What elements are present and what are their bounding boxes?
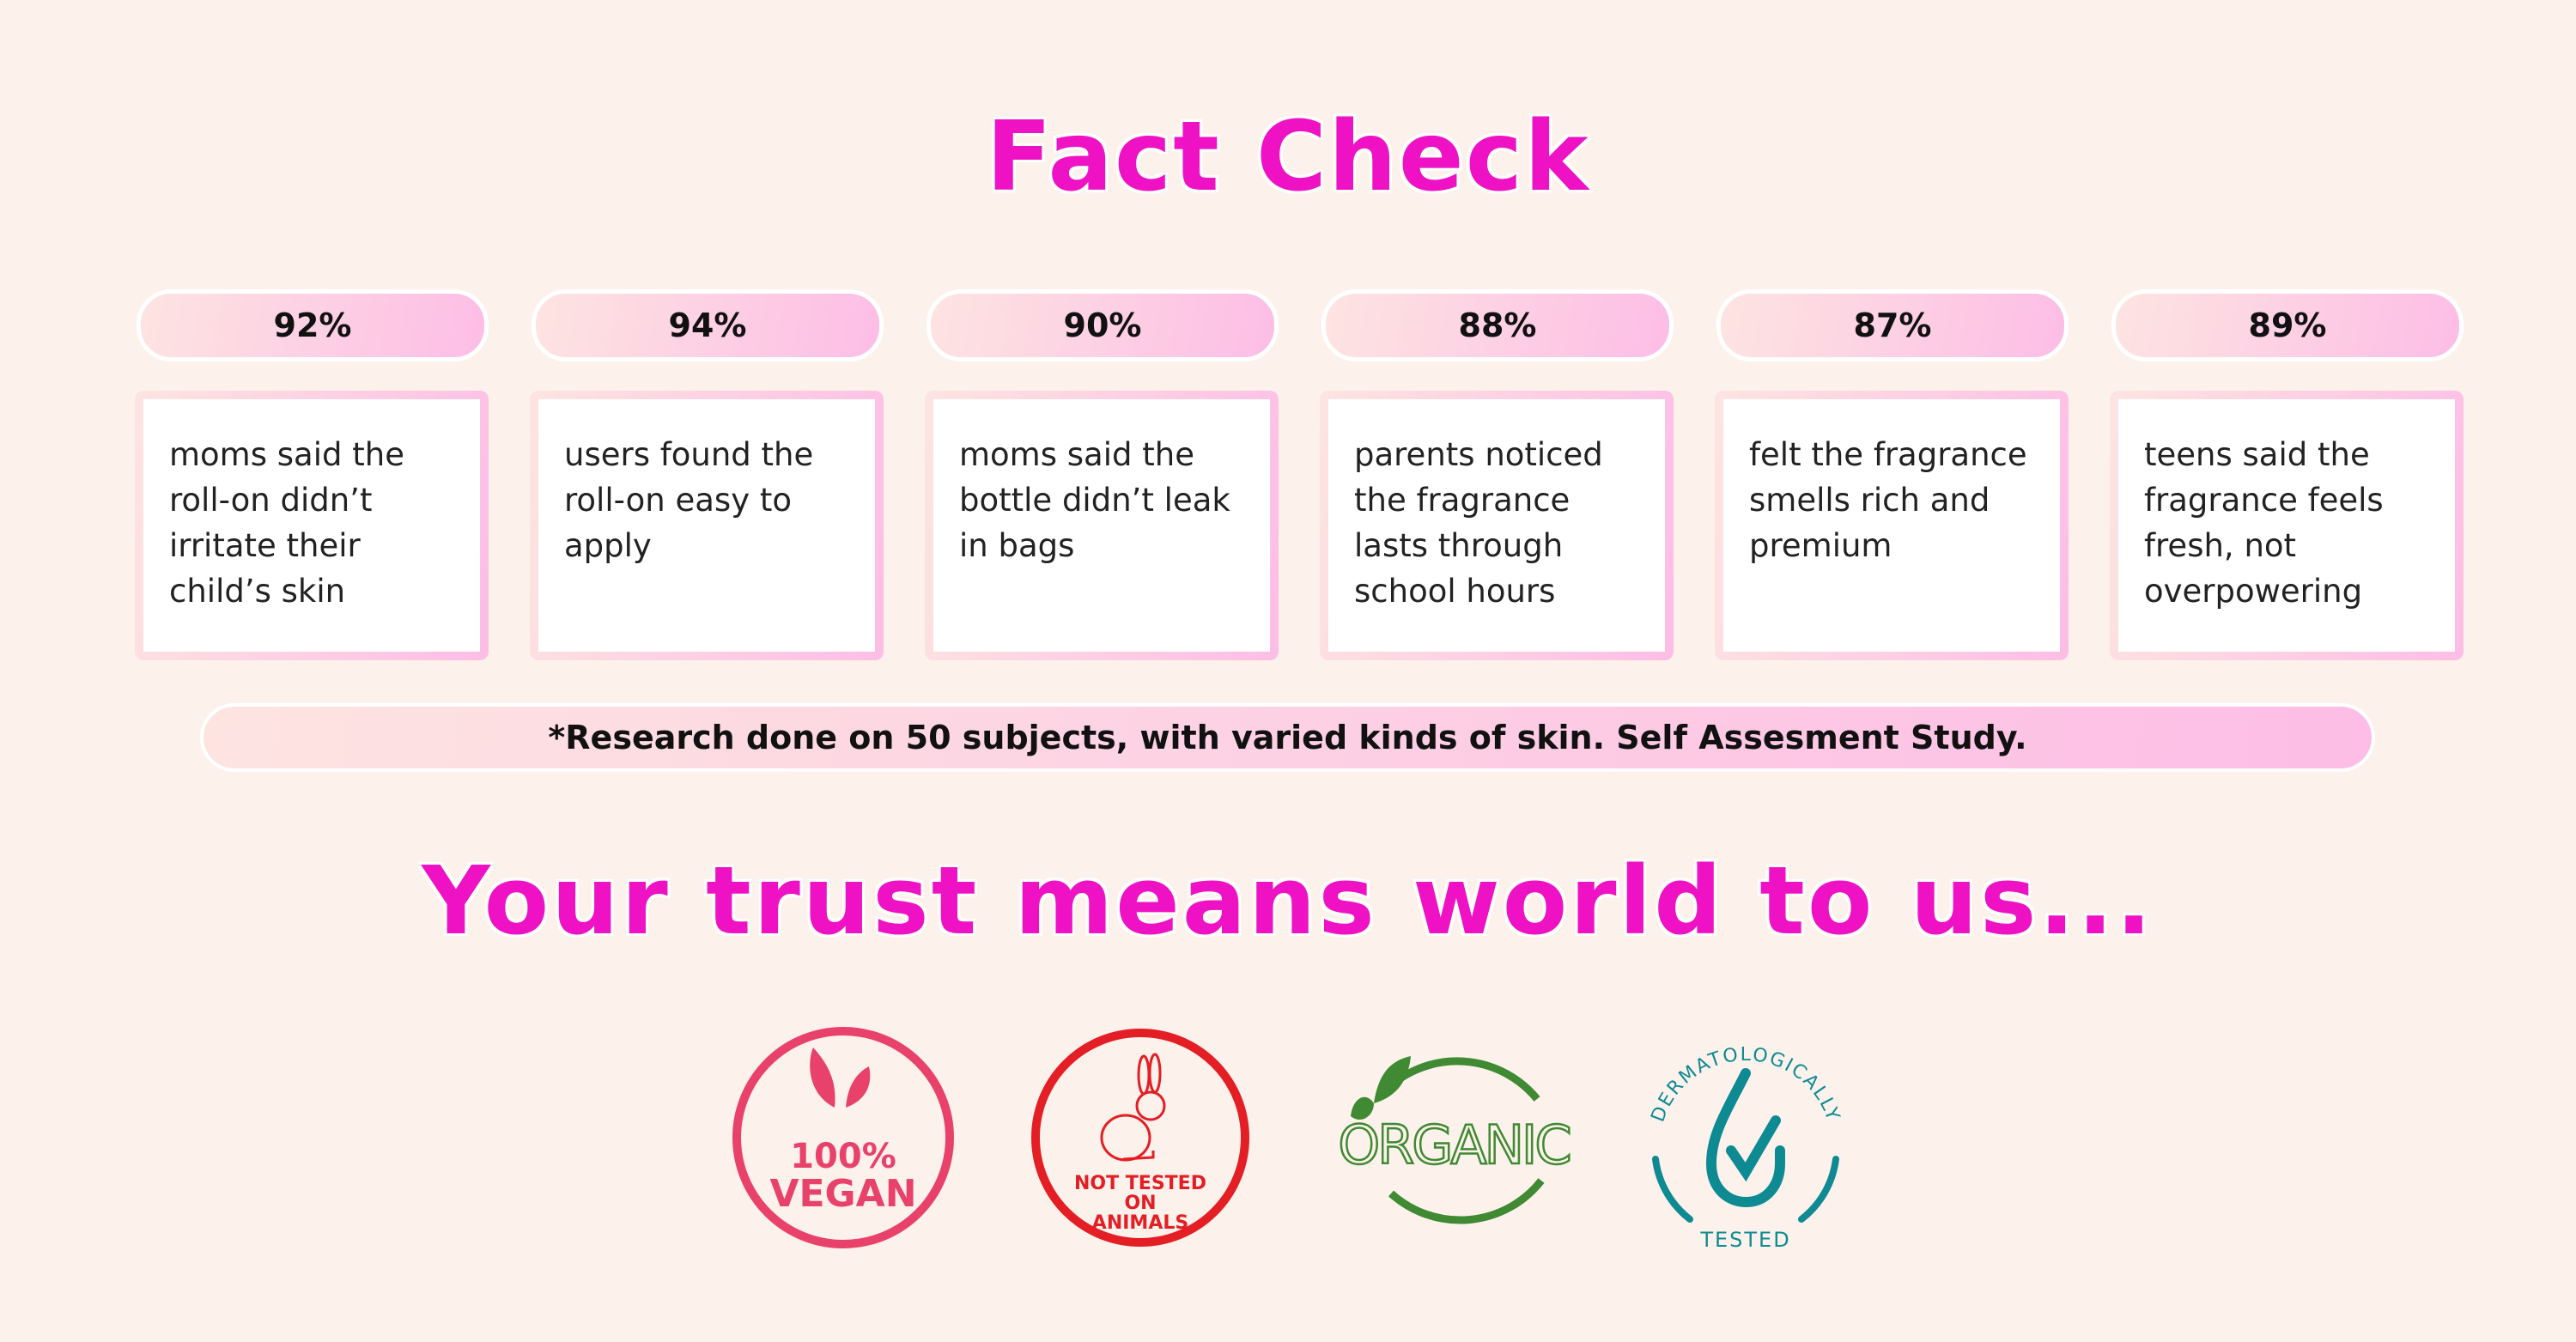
svg-text:TESTED: TESTED xyxy=(1699,1228,1790,1252)
fact-card: moms said the roll-on didn’t irritate th… xyxy=(135,391,489,660)
dermatologically-tested-badge: DERMATOLOGICALLY TESTED xyxy=(1648,1044,1843,1252)
fact-card: parents noticed the fragrance lasts thro… xyxy=(1320,391,1674,660)
fact-text: felt the fragrance smells rich and premi… xyxy=(1723,399,2060,652)
vegan-line1: 100% xyxy=(790,1137,896,1176)
leaf-icon xyxy=(1374,1056,1411,1103)
organic-badge: ORGANIC xyxy=(1337,1056,1573,1224)
fact-percent: 87% xyxy=(1716,289,2069,361)
check-icon xyxy=(1726,1115,1781,1182)
fact-text: moms said the bottle didn’t leak in bags xyxy=(933,399,1270,652)
svg-text:ON: ON xyxy=(1124,1193,1156,1214)
page-title: Fact Check xyxy=(986,101,1590,213)
leaf-icon xyxy=(1351,1096,1374,1120)
not-tested-on-animals-badge: NOT TESTED ON ANIMALS xyxy=(1031,1029,1249,1247)
svg-text:ANIMALS: ANIMALS xyxy=(1092,1212,1188,1234)
svg-text:ORGANIC: ORGANIC xyxy=(1338,1114,1569,1176)
fact-text: parents noticed the fragrance lasts thro… xyxy=(1328,399,1665,652)
fact-text: teens said the fragrance feels fresh, no… xyxy=(2118,399,2455,652)
tagline: Your trust means world to us... xyxy=(422,846,2154,956)
vegan-line2: VEGAN xyxy=(769,1172,916,1216)
svg-text:NOT TESTED: NOT TESTED xyxy=(1074,1173,1206,1194)
fact-percent: 88% xyxy=(1321,289,1674,361)
footnote-text: *Research done on 50 subjects, with vari… xyxy=(548,719,2027,756)
fact-percent: 92% xyxy=(137,289,489,361)
research-footnote: *Research done on 50 subjects, with vari… xyxy=(200,703,2375,772)
fact-card: teens said the fragrance feels fresh, no… xyxy=(2110,391,2464,660)
fact-percent: 90% xyxy=(927,289,1279,361)
fact-card: moms said the bottle didn’t leak in bags xyxy=(925,391,1279,660)
fact-percent: 94% xyxy=(532,289,884,361)
leaf-icon xyxy=(846,1066,871,1108)
fact-card: users found the roll-on easy to apply xyxy=(530,391,884,660)
drop-icon xyxy=(1705,1068,1785,1208)
fact-card: felt the fragrance smells rich and premi… xyxy=(1715,391,2069,660)
fact-text: moms said the roll-on didn’t irritate th… xyxy=(143,399,480,652)
vegan-badge: 100% VEGAN xyxy=(732,1027,954,1248)
fact-text: users found the roll-on easy to apply xyxy=(538,399,875,652)
fact-percent: 89% xyxy=(2111,289,2464,361)
rabbit-icon xyxy=(1100,1053,1166,1162)
leaf-icon xyxy=(810,1047,835,1108)
